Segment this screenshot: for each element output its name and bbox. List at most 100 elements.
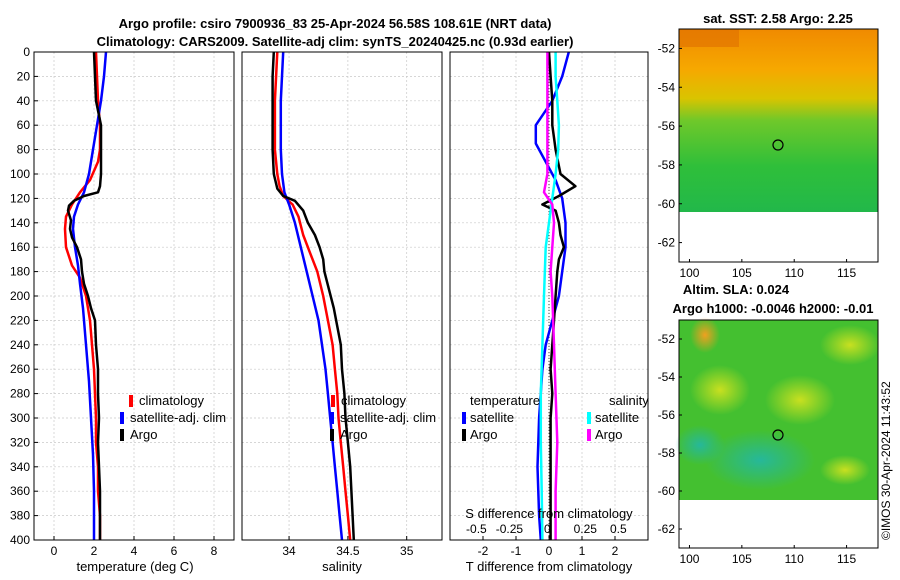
s-tick-label: -0.25 bbox=[496, 522, 524, 536]
map-x-tick-label: 110 bbox=[785, 266, 804, 280]
map-y-tick-label: -54 bbox=[658, 370, 676, 384]
map-y-tick-label: -60 bbox=[658, 197, 676, 211]
temperature-legend: climatology satellite-adj. clim Argo bbox=[120, 393, 226, 442]
legend-argo: Argo bbox=[130, 427, 157, 442]
series-line-temperature-argo bbox=[541, 51, 577, 540]
salinity-xlabel: salinity bbox=[322, 559, 362, 574]
sla-blob bbox=[675, 425, 725, 465]
s-tick-label: 0 bbox=[544, 522, 551, 536]
legend-swatch-climatology bbox=[331, 395, 335, 407]
map-y-tick-label: -58 bbox=[658, 158, 676, 172]
legend-swatch-climatology bbox=[129, 395, 133, 407]
series-line-salinity-argo bbox=[542, 52, 559, 540]
legend-swatch-argo bbox=[330, 429, 334, 441]
legend-temperature: temperature bbox=[470, 393, 540, 408]
difference-xlabel: T difference from climatology bbox=[466, 559, 633, 574]
sla-blob bbox=[765, 375, 835, 425]
series-line-salinity-satellite bbox=[539, 52, 561, 541]
temperature-panel: 0 2 4 6 802040608010012014016018020022024026… bbox=[10, 45, 235, 558]
s-difference-label: S difference from climatology bbox=[465, 506, 633, 521]
panel-frame bbox=[33, 51, 235, 541]
sla-map-frame bbox=[678, 319, 879, 549]
salinity-panel: 34 34.5 35 bbox=[241, 51, 443, 558]
imos-watermark: ©IMOS 30-Apr-2024 11:43:52 bbox=[879, 381, 893, 540]
x-tick-label: 6 bbox=[171, 544, 178, 558]
legend-swatch-satellite bbox=[120, 412, 124, 424]
temperature-xlabel: temperature (deg C) bbox=[76, 559, 193, 574]
legend-temp-argo: Argo bbox=[470, 427, 497, 442]
x-tick-label: 4 bbox=[131, 544, 138, 558]
x-tick-label: 0 bbox=[51, 544, 58, 558]
legend-swatch-argo bbox=[120, 429, 124, 441]
x-tick-label: -2 bbox=[478, 544, 489, 558]
legend-temp-satellite: satellite bbox=[470, 410, 514, 425]
map-x-tick-label: 115 bbox=[837, 552, 856, 566]
x-tick-label: 34.5 bbox=[336, 544, 360, 558]
sst-map: sat. SST: 2.58 Argo: 2.25 100 105 110 115 -5… bbox=[658, 11, 879, 280]
sla-blob bbox=[820, 455, 870, 485]
y-tick-label: 380 bbox=[10, 509, 30, 523]
series-line-temperature-satellite bbox=[534, 51, 571, 541]
map-x-tick-label: 105 bbox=[732, 266, 752, 280]
legend-argo: Argo bbox=[340, 427, 367, 442]
y-tick-label: 40 bbox=[17, 94, 31, 108]
y-tick-label: 240 bbox=[10, 338, 30, 352]
y-tick-label: 260 bbox=[10, 362, 30, 376]
series-line-satellite-adj-clim bbox=[71, 51, 108, 540]
sla-map: Altim. SLA: 0.024 Argo h1000: -0.0046 h2… bbox=[658, 282, 880, 566]
map-y-tick-label: -56 bbox=[658, 119, 676, 133]
difference-panel: -2 -1 0 1 2 -0.5 -0.25 0 0.25 0.5 bbox=[449, 51, 649, 558]
y-tick-label: 180 bbox=[10, 265, 30, 279]
y-tick-label: 360 bbox=[10, 484, 30, 498]
sla-nodata bbox=[679, 500, 878, 548]
sla-map-title2: Argo h1000: -0.0046 h2000: -0.01 bbox=[673, 301, 874, 316]
x-tick-label: 34 bbox=[282, 544, 296, 558]
map-x-tick-label: 100 bbox=[679, 552, 699, 566]
y-tick-label: 60 bbox=[17, 118, 31, 132]
x-tick-label: 2 bbox=[612, 544, 619, 558]
y-tick-label: 400 bbox=[10, 533, 30, 547]
y-tick-label: 80 bbox=[17, 143, 31, 157]
map-y-tick-label: -56 bbox=[658, 408, 676, 422]
legend-swatch-sal-satellite bbox=[587, 412, 591, 424]
map-y-tick-label: -52 bbox=[658, 41, 676, 55]
legend-swatch-temp-satellite bbox=[462, 412, 466, 424]
legend-sal-satellite: satellite bbox=[595, 410, 639, 425]
title-line2: Climatology: CARS2009. Satellite-adj cli… bbox=[97, 34, 574, 49]
x-tick-label: 8 bbox=[211, 544, 218, 558]
map-x-tick-label: 115 bbox=[837, 266, 856, 280]
y-tick-label: 200 bbox=[10, 289, 30, 303]
sla-argo-marker bbox=[772, 429, 784, 441]
x-tick-label: 0 bbox=[546, 544, 553, 558]
s-tick-label: -0.5 bbox=[466, 522, 487, 536]
sla-blob bbox=[690, 317, 720, 353]
sst-nodata bbox=[679, 212, 878, 262]
y-tick-label: 300 bbox=[10, 411, 30, 425]
panel-frame bbox=[449, 51, 649, 541]
map-x-tick-label: 105 bbox=[732, 552, 752, 566]
y-tick-label: 20 bbox=[17, 69, 31, 83]
legend-salinity: salinity bbox=[609, 393, 649, 408]
x-tick-label: 1 bbox=[579, 544, 586, 558]
panel-frame bbox=[241, 51, 443, 541]
legend-swatch-satellite bbox=[330, 412, 334, 424]
title-line1: Argo profile: csiro 7900936_83 25-Apr-20… bbox=[119, 16, 552, 31]
salinity-legend: climatology satellite-adj. clim Argo bbox=[330, 393, 436, 442]
sst-warm-patch bbox=[679, 29, 739, 47]
sst-argo-marker bbox=[772, 139, 784, 151]
s-tick-label: 0.5 bbox=[610, 522, 627, 536]
sst-map-title: sat. SST: 2.58 Argo: 2.25 bbox=[703, 11, 853, 26]
sla-blob bbox=[705, 430, 815, 490]
x-tick-label: 2 bbox=[91, 544, 98, 558]
legend-sal-argo: Argo bbox=[595, 427, 622, 442]
legend-satellite-adj: satellite-adj. clim bbox=[130, 410, 226, 425]
y-tick-label: 120 bbox=[10, 191, 30, 205]
difference-legend: temperature satellite Argo salinity sate… bbox=[462, 393, 649, 442]
y-tick-label: 140 bbox=[10, 216, 30, 230]
sla-blob bbox=[690, 365, 750, 415]
sst-field bbox=[679, 29, 878, 212]
y-tick-label: 320 bbox=[10, 435, 30, 449]
y-tick-label: 280 bbox=[10, 387, 30, 401]
